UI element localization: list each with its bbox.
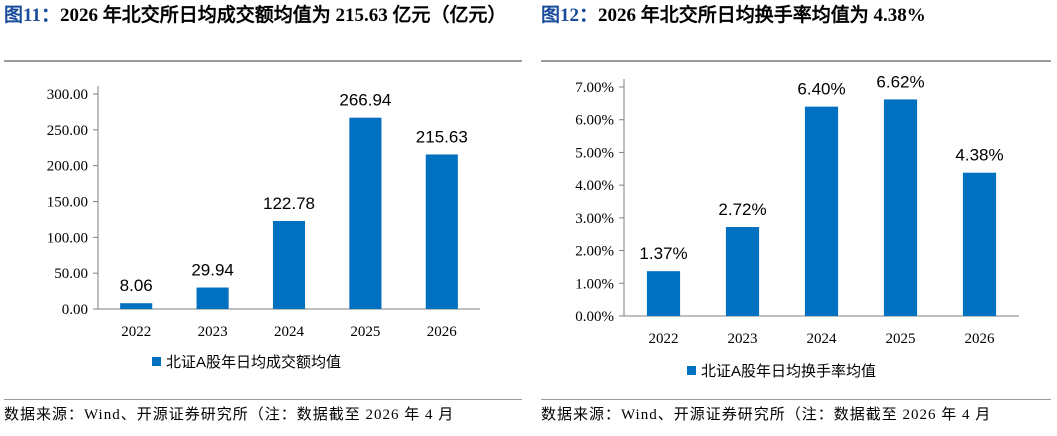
data-label: 6.40%	[797, 80, 845, 99]
data-label: 29.94	[191, 261, 234, 280]
figure-title: 图11：2026 年北交所日均成交额均值为 215.63 亿元（亿元）	[4, 5, 507, 26]
y-tick-label: 300.00	[47, 87, 88, 103]
y-tick-label: 100.00	[47, 230, 88, 246]
data-label: 4.38%	[955, 146, 1003, 165]
data-label: 6.62%	[876, 72, 924, 91]
x-tick-label: 2023	[198, 324, 228, 340]
bar-2026	[425, 154, 458, 309]
y-tick-label: 50.00	[54, 266, 88, 282]
y-tick-label: 2.00%	[575, 244, 614, 260]
figure-title: 图12：2026 年北交所日均换手率均值为 4.38%	[541, 5, 926, 26]
y-tick-label: 5.00%	[575, 145, 614, 161]
bar-2024	[804, 106, 839, 316]
bar-2025	[349, 117, 382, 310]
bar-2022	[120, 303, 153, 309]
x-tick-label: 2022	[121, 324, 151, 340]
figure-11: 图11：2026 年北交所日均成交额均值为 215.63 亿元（亿元） 0.00…	[0, 0, 528, 436]
data-label: 1.37%	[639, 244, 687, 263]
x-tick-label: 2022	[649, 331, 679, 347]
figure-title-text: 2026 年北交所日均换手率均值为 4.38%	[598, 5, 926, 26]
y-tick-label: 7.00%	[575, 80, 614, 96]
y-tick-label: 1.00%	[575, 276, 614, 292]
source-note: 数据来源：Wind、开源证券研究所（注：数据截至 2026 年 4 月	[541, 407, 992, 423]
bar-2025	[883, 99, 918, 316]
figure-number: 图12	[541, 5, 580, 26]
x-tick-label: 2026	[427, 324, 458, 340]
source-note: 数据来源：Wind、开源证券研究所（注：数据截至 2026 年 4 月	[4, 407, 455, 423]
title-divider	[4, 60, 522, 62]
source-divider	[4, 399, 522, 400]
x-tick-label: 2024	[274, 324, 305, 340]
bar-2026	[962, 172, 997, 316]
legend-swatch	[687, 366, 696, 375]
legend-label: 北证A股年日均换手率均值	[701, 363, 876, 380]
bar-2023	[196, 287, 229, 309]
data-label: 215.63	[416, 127, 468, 146]
data-label: 266.94	[339, 91, 391, 110]
y-tick-label: 3.00%	[575, 211, 614, 227]
y-tick-label: 0.00%	[575, 309, 614, 325]
bar-2024	[272, 221, 306, 309]
y-tick-label: 4.00%	[575, 178, 614, 194]
data-label: 2.72%	[718, 200, 766, 219]
x-tick-label: 2026	[965, 331, 996, 347]
bar-chart-turnover-rate: 0.00% 1.00% 2.00% 3.00% 4.00% 5.00% 6.00% 7.00%…	[575, 72, 1019, 380]
source-divider	[541, 399, 1051, 400]
figure-title-text: 2026 年北交所日均成交额均值为 215.63 亿元（亿元）	[59, 5, 507, 26]
data-label: 122.78	[263, 194, 315, 213]
x-tick-label: 2023	[728, 331, 758, 347]
y-tick-label: 250.00	[47, 123, 88, 139]
figure-12: 图12：2026 年北交所日均换手率均值为 4.38% 0.00% 1.00% 2.…	[537, 0, 1057, 436]
title-divider	[541, 60, 1051, 62]
x-tick-label: 2024	[807, 331, 838, 347]
y-tick-label: 150.00	[47, 195, 88, 211]
y-tick-label: 200.00	[47, 159, 88, 175]
figure-number: 图11	[4, 5, 41, 26]
y-tick-label: 6.00%	[575, 113, 614, 129]
x-tick-label: 2025	[886, 331, 916, 347]
bar-2022	[646, 271, 681, 316]
y-tick-label: 0.00	[62, 302, 88, 318]
bar-2023	[725, 227, 760, 316]
legend-swatch	[152, 357, 161, 366]
data-label: 8.06	[120, 276, 153, 295]
x-tick-label: 2025	[350, 324, 380, 340]
bar-chart-turnover-amount: 0.00 50.00 100.00 150.00 200.00 250.00 300.00 8…	[47, 86, 480, 371]
legend-label: 北证A股年日均成交额均值	[166, 353, 341, 371]
